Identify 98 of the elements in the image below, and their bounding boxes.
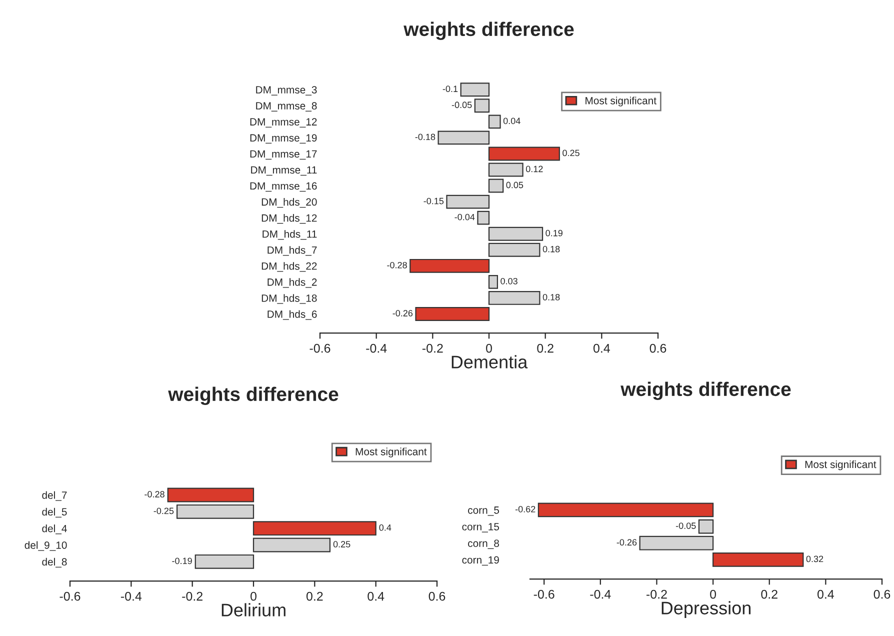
y-tick-label: del_8 (42, 558, 67, 568)
chart-title: weights difference (620, 382, 791, 400)
x-tick-label: 0.4 (817, 590, 834, 599)
data-label: 0.18 (542, 246, 560, 252)
x-tick-label: -0.2 (422, 344, 443, 353)
bar (488, 226, 544, 241)
bar (438, 130, 490, 145)
y-tick-label: DM_hds_2 (268, 278, 317, 288)
bar (488, 274, 498, 289)
chart-title: weights difference (168, 386, 338, 405)
x-tick-label: 0 (710, 590, 716, 599)
data-label: 0.32 (806, 556, 824, 562)
bar (488, 146, 560, 161)
bar (415, 307, 490, 321)
y-tick-label: corn_15 (462, 523, 500, 532)
y-tick-label: corn_8 (468, 540, 499, 549)
x-tick-label: 0.6 (428, 592, 446, 601)
legend-label: Most significant (586, 96, 656, 106)
y-tick-label: DM_hds_12 (262, 214, 317, 224)
chart-title: weights difference (404, 22, 574, 40)
y-tick-label: DM_mmse_16 (250, 182, 317, 192)
y-tick-label: DM_mmse_17 (250, 150, 317, 160)
data-label: -0.05 (452, 102, 472, 108)
data-label: 0.05 (506, 182, 524, 188)
data-label: -0.1 (442, 86, 458, 92)
x-tick-label: 0 (486, 344, 492, 353)
y-tick-label: DM_hds_22 (262, 262, 317, 272)
y-tick-label: del_5 (42, 508, 67, 518)
x-tick-label: 0.2 (537, 344, 554, 353)
bar (446, 194, 490, 209)
bar (488, 162, 524, 177)
bar (167, 488, 254, 502)
x-tick-label: -0.6 (310, 344, 330, 353)
bar (176, 504, 254, 519)
legend-label: Most significant (805, 460, 876, 470)
x-tick-label: 0.2 (761, 590, 778, 599)
x-tick-label: 0 (250, 592, 256, 601)
data-label: 0.19 (546, 230, 562, 236)
data-label: -0.26 (392, 310, 413, 316)
data-label: 0.12 (526, 166, 543, 172)
y-tick-label: DM_mmse_8 (256, 102, 317, 112)
y-tick-label: DM_mmse_19 (250, 134, 317, 144)
x-tick-label: -0.4 (590, 590, 611, 599)
x-tick-label: 0.2 (306, 592, 323, 601)
data-label: -0.15 (424, 198, 444, 204)
bar (488, 114, 501, 129)
data-label: -0.26 (616, 539, 637, 546)
x-axis-title: Depression (662, 601, 750, 618)
y-tick-label: del_9_10 (24, 541, 67, 551)
y-tick-label: DM_hds_11 (262, 230, 317, 240)
data-label: 0.18 (542, 294, 560, 300)
x-tick-label: -0.6 (534, 590, 554, 599)
legend-label: Most significant (356, 448, 427, 458)
x-axis-title: Dementia (452, 355, 528, 368)
data-label: -0.19 (172, 558, 192, 564)
y-tick-label: DM_hds_20 (262, 198, 317, 208)
bar (252, 538, 331, 552)
y-tick-label: DM_hds_6 (268, 310, 317, 320)
data-label: -0.28 (144, 491, 164, 498)
x-tick-label: -0.2 (182, 592, 202, 601)
y-tick-label: del_4 (42, 524, 67, 534)
x-tick-label: -0.4 (120, 592, 142, 601)
data-label: -0.28 (387, 262, 407, 268)
x-tick-label: -0.2 (646, 590, 667, 599)
y-tick-label: DM_hds_18 (262, 294, 317, 304)
y-tick-label: corn_5 (468, 506, 500, 516)
bar (488, 290, 540, 305)
y-tick-label: DM_mmse_3 (256, 86, 317, 96)
data-label: 0.4 (379, 524, 392, 531)
y-tick-label: DM_mmse_11 (251, 166, 317, 176)
bar (488, 178, 504, 193)
bar (474, 98, 490, 113)
bar (410, 258, 490, 273)
x-tick-label: 0.6 (874, 590, 890, 599)
y-tick-label: corn_19 (462, 556, 499, 566)
data-label: -0.04 (454, 214, 475, 220)
x-axis-title: Delirium (222, 603, 286, 616)
data-label: 0.04 (503, 118, 520, 124)
x-tick-label: -0.6 (60, 592, 80, 601)
x-tick-label: 0.4 (368, 592, 384, 601)
data-label: -0.25 (154, 508, 174, 514)
x-tick-label: -0.4 (366, 344, 387, 353)
x-tick-label: 0.6 (650, 344, 666, 353)
bar (488, 242, 540, 257)
bar (477, 210, 490, 225)
y-tick-label: DM_hds_7 (268, 246, 317, 256)
bar (194, 554, 254, 569)
data-label: -0.62 (515, 506, 536, 512)
y-tick-label: DM_mmse_12 (250, 118, 317, 128)
data-label: -0.05 (676, 522, 696, 529)
bar (460, 82, 490, 97)
y-tick-label: del_7 (42, 491, 67, 501)
data-label: 0.03 (500, 278, 518, 284)
data-label: 0.25 (562, 150, 580, 156)
data-label: -0.18 (415, 134, 436, 140)
bar (252, 521, 376, 536)
data-label: 0.25 (333, 541, 350, 548)
x-tick-label: 0.4 (593, 344, 610, 353)
